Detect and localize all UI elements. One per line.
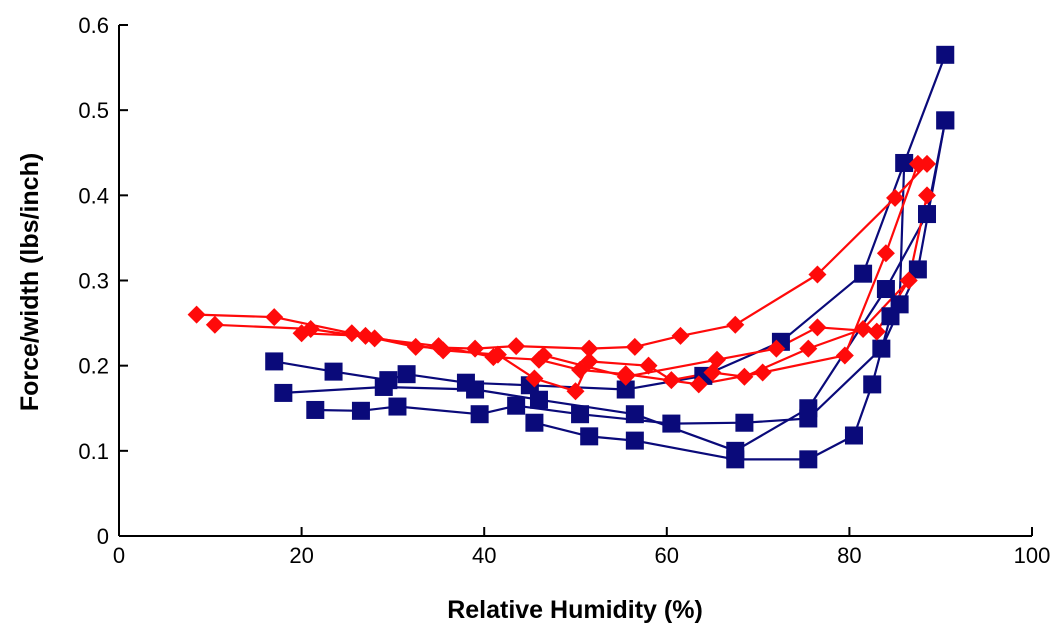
square-marker — [507, 396, 526, 415]
x-tick-label: 40 — [472, 543, 496, 568]
diamond-marker — [908, 154, 927, 173]
x-tick-label: 20 — [289, 543, 313, 568]
diamond-marker — [753, 363, 772, 382]
y-tick-label: 0.1 — [78, 439, 109, 464]
square-marker — [388, 397, 407, 416]
diamond-marker — [671, 326, 690, 345]
square-marker — [525, 413, 544, 432]
diamond-marker — [854, 320, 873, 339]
square-marker — [625, 405, 644, 424]
square-marker — [890, 295, 909, 314]
diamond-marker — [534, 346, 553, 365]
y-tick-label: 0.5 — [78, 98, 109, 123]
x-tick-label: 60 — [655, 543, 679, 568]
square-marker — [616, 380, 635, 399]
square-marker — [397, 365, 416, 384]
y-tick-label: 0.4 — [78, 183, 109, 208]
diamond-marker — [808, 265, 827, 284]
square-marker — [908, 260, 927, 279]
square-marker — [324, 362, 343, 381]
square-marker — [351, 401, 370, 420]
square-marker — [662, 414, 681, 433]
diamond-marker — [886, 188, 905, 207]
x-tick-label: 0 — [113, 543, 125, 568]
square-marker — [571, 405, 590, 424]
diamond-marker — [899, 271, 918, 290]
diamond-marker — [876, 244, 895, 263]
diamond-marker — [708, 350, 727, 369]
diamond-marker — [767, 339, 786, 358]
diamond-marker — [466, 339, 485, 358]
y-tick-label: 0.3 — [78, 269, 109, 294]
x-axis-title: Relative Humidity (%) — [447, 596, 703, 624]
diamond-marker — [625, 337, 644, 356]
axes: 0 0.1 0.2 0.3 0.4 0.5 0.6 0 20 40 60 80 100 — [78, 13, 1050, 568]
square-marker — [265, 352, 284, 371]
diamond-marker — [689, 375, 708, 394]
square-marker — [876, 280, 895, 299]
diamond-marker — [918, 154, 937, 173]
square-marker — [799, 450, 818, 469]
square-marker — [726, 450, 745, 469]
square-marker — [466, 380, 485, 399]
diamond-marker — [639, 356, 658, 375]
diamond-marker — [356, 326, 375, 345]
diamond-marker — [406, 337, 425, 356]
diamond-marker — [488, 345, 507, 364]
diamond-marker — [507, 337, 526, 356]
diamond-marker — [867, 322, 886, 341]
series-lines — [196, 54, 947, 461]
diamond-marker — [434, 341, 453, 360]
square-marker — [844, 426, 863, 445]
diamond-marker — [580, 352, 599, 371]
diamond-marker — [808, 318, 827, 337]
x-tick-label: 100 — [1014, 543, 1051, 568]
diamond-marker — [835, 346, 854, 365]
square-marker — [470, 405, 489, 424]
series-markers — [187, 45, 955, 469]
diamond-marker — [580, 339, 599, 358]
diamond-marker — [292, 324, 311, 343]
square-marker — [580, 427, 599, 446]
square-marker — [529, 390, 548, 409]
square-marker — [306, 400, 325, 419]
diamond-marker — [566, 382, 585, 401]
square-marker — [936, 45, 955, 64]
diamond-marker — [616, 367, 635, 386]
diamond-marker — [662, 371, 681, 390]
diamond-marker — [726, 315, 745, 334]
square-marker — [854, 264, 873, 283]
series-square-line — [283, 120, 947, 452]
diamond-marker — [525, 369, 544, 388]
diamond-marker — [205, 315, 224, 334]
square-marker — [918, 205, 937, 224]
square-marker — [872, 339, 891, 358]
x-tick-label: 80 — [837, 543, 861, 568]
diamond-marker — [918, 186, 937, 205]
series-diamond-line — [301, 195, 929, 393]
diamond-marker — [799, 339, 818, 358]
y-axis-title: Force/width (lbs/inch) — [16, 153, 44, 411]
square-marker — [895, 153, 914, 172]
square-marker — [735, 413, 754, 432]
y-tick-label: 0.6 — [78, 13, 109, 38]
square-marker — [374, 377, 393, 396]
square-marker — [863, 375, 882, 394]
diamond-marker — [265, 308, 284, 327]
square-marker — [936, 111, 955, 130]
square-marker — [799, 409, 818, 428]
diamond-marker — [342, 324, 361, 343]
y-tick-label: 0.2 — [78, 354, 109, 379]
diamond-marker — [187, 305, 206, 324]
diamond-marker — [735, 367, 754, 386]
square-marker — [625, 431, 644, 450]
square-marker — [274, 383, 293, 402]
y-tick-label: 0 — [97, 524, 109, 549]
